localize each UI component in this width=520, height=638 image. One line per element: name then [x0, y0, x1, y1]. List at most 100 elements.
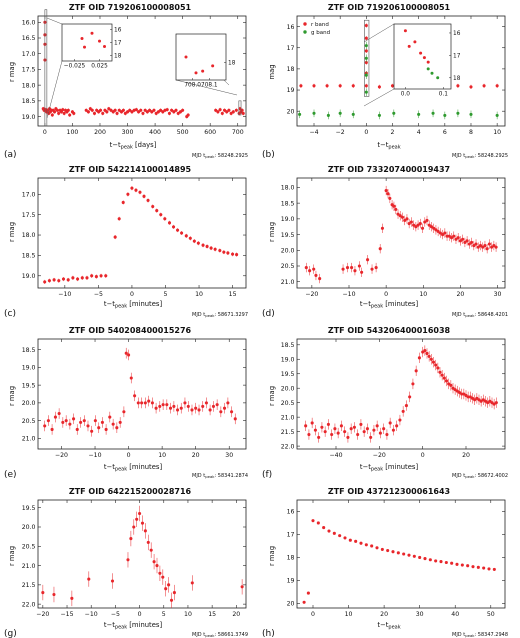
data-point: [146, 198, 150, 202]
data-point: [346, 435, 350, 439]
data-point: [226, 251, 230, 255]
data-point: [370, 267, 374, 271]
data-point: [155, 564, 159, 568]
data-point: [61, 277, 66, 281]
data-point: [385, 432, 389, 437]
data-point: [143, 529, 147, 533]
data-point: [364, 44, 368, 48]
data-point: [472, 244, 476, 248]
y-tick-label: 19.5: [281, 232, 295, 239]
data-point: [121, 108, 125, 112]
data-point: [306, 591, 310, 595]
zoom-region: [44, 9, 48, 127]
data-point: [465, 239, 469, 243]
data-point: [70, 596, 74, 600]
x-tick-label: 10: [419, 291, 427, 298]
data-point: [213, 247, 217, 251]
data-point: [134, 108, 138, 112]
data-point: [326, 422, 330, 426]
y-tick-label: 19: [287, 87, 295, 94]
data-point: [93, 419, 97, 423]
x-tick-label: −20: [305, 291, 318, 298]
data-point: [80, 37, 84, 41]
data-point: [159, 213, 163, 217]
data-point: [401, 409, 405, 413]
mjd-annotation: MJD tpeak: 58671.3297: [192, 312, 248, 318]
panel-label: (b): [262, 150, 275, 160]
data-point: [299, 84, 303, 88]
chart-e: −20 −10 0 10 20 30 18.5 19.0 19.5 20.0 20.5 21.0: [22, 338, 247, 459]
y-tick-label: 19.0: [22, 365, 36, 372]
y-tick-label: 18.0: [22, 232, 36, 239]
data-point: [426, 67, 430, 71]
data-point: [178, 110, 182, 114]
data-point: [348, 538, 352, 542]
chart-h: 0 10 20 30 40 50 16 17 18 19 20: [287, 499, 506, 618]
plot-frame: [296, 499, 506, 609]
data-point: [314, 273, 318, 277]
data-point: [98, 108, 103, 112]
y-tick-label: 18.5: [22, 98, 36, 105]
x-tick-label: 5: [164, 291, 168, 298]
data-point: [141, 111, 145, 115]
data-point: [90, 429, 94, 433]
mjd-annotation: MJD tpeak: 58347.2948: [452, 632, 508, 638]
data-point: [41, 591, 45, 595]
y-tick-label: 18.0: [281, 185, 295, 192]
inset-plot: 0.0 0.1 16 17 18: [363, 19, 461, 107]
y-tick-label: 18: [287, 555, 295, 562]
data-point: [111, 422, 115, 426]
data-point: [152, 108, 156, 112]
x-tick-label: 0.025: [91, 64, 108, 70]
x-tick-label: 10: [184, 611, 192, 618]
data-layer: [304, 345, 498, 443]
panel-title: ZTF OID 642215200028716: [69, 487, 192, 496]
data-point: [364, 84, 368, 88]
zoom-connector: [175, 79, 238, 96]
y-tick-label: 17.0: [22, 191, 36, 198]
data-point: [85, 276, 89, 280]
data-point: [71, 276, 75, 280]
y-tick-label: 18.5: [281, 342, 295, 349]
panel-h: ZTF OID 437212300061643 r mag t−tpeak (h…: [262, 487, 508, 638]
y-tick-label: 21.5: [281, 429, 295, 436]
data-point: [327, 529, 331, 533]
data-point: [429, 357, 433, 361]
data-point: [196, 241, 200, 245]
plot-frame: [37, 338, 247, 450]
y-tick-label: 20.0: [281, 385, 295, 392]
plot-frame: [37, 177, 247, 289]
data-point: [126, 558, 130, 562]
data-point: [46, 419, 50, 423]
y-axis-label: r mag: [268, 222, 276, 242]
data-point: [364, 56, 368, 60]
plot-frame: [296, 338, 506, 450]
data-point: [184, 55, 188, 59]
data-point: [227, 108, 231, 112]
x-tick-label: 700: [232, 129, 244, 136]
y-tick-label: 17.5: [22, 212, 36, 219]
panel-b: ZTF OID 719206100008051 mag t−tpeak (b) …: [262, 3, 508, 160]
data-point: [323, 430, 327, 434]
data-point: [122, 410, 126, 414]
data-point: [426, 60, 430, 64]
data-point: [150, 401, 154, 405]
data-point: [312, 84, 316, 88]
data-point: [390, 84, 395, 88]
data-point: [94, 275, 98, 279]
x-tick-label: 0: [130, 291, 134, 298]
y-axis-label: r mag: [8, 386, 16, 406]
data-point: [82, 419, 86, 423]
data-point: [372, 428, 376, 432]
zoom-connector: [363, 88, 395, 107]
legend: r band g band: [303, 22, 330, 36]
data-point: [66, 108, 70, 112]
data-point: [469, 112, 473, 116]
data-point: [432, 226, 436, 230]
data-point: [107, 107, 111, 111]
data-point: [481, 245, 485, 249]
x-tick-label: 400: [149, 129, 161, 136]
data-point: [298, 112, 302, 116]
y-tick-label: 19.0: [22, 273, 36, 280]
y-tick-label: 20.0: [281, 247, 295, 254]
